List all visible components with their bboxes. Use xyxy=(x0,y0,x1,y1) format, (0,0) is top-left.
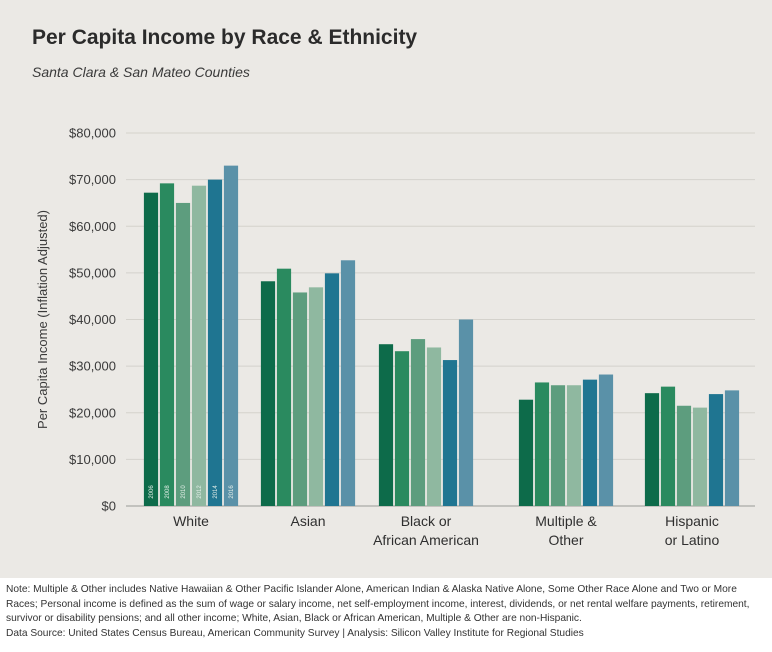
y-tick-label: $0 xyxy=(102,499,116,514)
chart-panel: Per Capita Income by Race & Ethnicity Sa… xyxy=(0,0,772,578)
bar xyxy=(340,260,356,506)
bar xyxy=(708,394,724,506)
bar xyxy=(598,374,614,506)
category-label: Asian xyxy=(290,513,325,529)
category-label: or Latino xyxy=(665,532,720,548)
y-tick-label: $70,000 xyxy=(69,172,116,187)
y-axis-label: Per Capita Income (Inflation Adjusted) xyxy=(35,210,50,429)
bar xyxy=(644,393,660,506)
series-year-label: 2006 xyxy=(149,485,155,499)
bar xyxy=(143,192,159,506)
footnote-text: Note: Multiple & Other includes Native H… xyxy=(6,584,750,624)
data-source-text: Data Source: United States Census Bureau… xyxy=(6,627,584,639)
bar-chart: $0 $10,000 $20,000 $30,000 $40,000 $50,000 $60… xyxy=(35,126,755,548)
bar xyxy=(292,292,308,506)
bar xyxy=(276,268,292,506)
bar xyxy=(582,379,598,506)
series-year-label: 2008 xyxy=(165,485,171,499)
bar xyxy=(458,319,474,506)
bar xyxy=(566,385,582,506)
bar xyxy=(260,281,276,506)
bar xyxy=(442,360,458,506)
chart-title: Per Capita Income by Race & Ethnicity xyxy=(32,26,418,49)
bar xyxy=(534,382,550,506)
y-tick-label: $80,000 xyxy=(69,126,116,141)
category-label: Multiple & xyxy=(535,513,597,529)
bar xyxy=(692,407,708,506)
y-tick-label: $40,000 xyxy=(69,312,116,327)
category-label: African American xyxy=(373,532,479,548)
bar xyxy=(223,165,239,506)
bar xyxy=(394,351,410,506)
bar xyxy=(324,273,340,506)
bar xyxy=(378,344,394,506)
bar xyxy=(207,179,223,506)
y-tick-label: $60,000 xyxy=(69,219,116,234)
series-year-label: 2012 xyxy=(197,485,203,499)
series-year-label: 2016 xyxy=(229,485,235,499)
bar xyxy=(660,386,676,506)
y-tick-label: $20,000 xyxy=(69,405,116,420)
y-tick-label: $10,000 xyxy=(69,452,116,467)
bar xyxy=(191,185,207,506)
bar xyxy=(308,287,324,506)
chart-subtitle: Santa Clara & San Mateo Counties xyxy=(32,64,250,80)
category-label: Hispanic xyxy=(665,513,719,529)
footnotes: Note: Multiple & Other includes Native H… xyxy=(6,583,768,641)
bar xyxy=(724,390,740,506)
series-year-label: 2010 xyxy=(181,485,187,499)
bar xyxy=(426,347,442,506)
bar xyxy=(518,399,534,506)
bar xyxy=(175,202,191,506)
bar xyxy=(159,183,175,507)
y-tick-label: $50,000 xyxy=(69,265,116,280)
category-label: Black or xyxy=(401,513,452,529)
series-year-label: 2014 xyxy=(213,485,219,499)
y-tick-label: $30,000 xyxy=(69,359,116,374)
category-label: White xyxy=(173,513,209,529)
bar xyxy=(410,339,426,506)
category-label: Other xyxy=(548,532,583,548)
bar xyxy=(676,405,692,506)
bar xyxy=(550,385,566,506)
